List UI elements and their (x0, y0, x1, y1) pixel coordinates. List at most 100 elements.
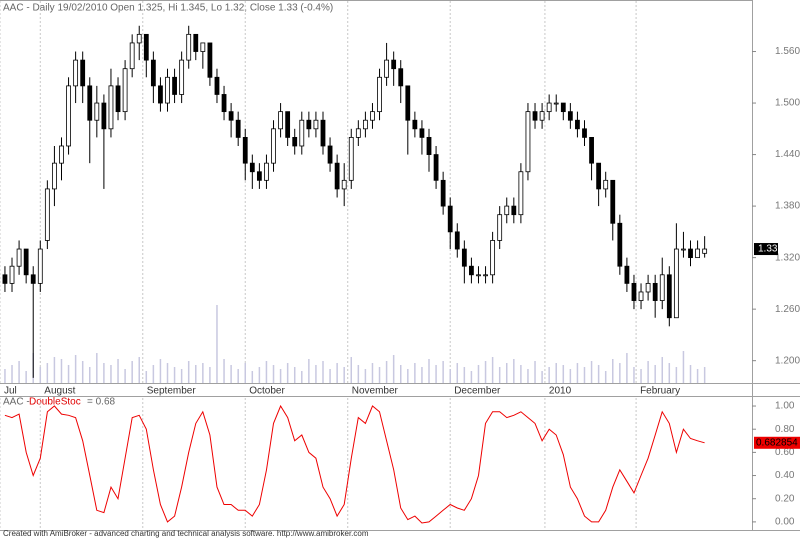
x-tick-label: 2010 (549, 386, 572, 397)
candle-body (313, 119, 319, 130)
candle-body (9, 265, 15, 284)
y-tick-label: 1.260 (775, 304, 800, 315)
y-tick-label: 1.200 (775, 355, 800, 366)
candle-body (546, 102, 552, 113)
candle-body (384, 59, 390, 78)
x-tick-label: August (44, 386, 75, 397)
candle-body (596, 162, 602, 190)
candle-body (299, 119, 305, 147)
candle-body (532, 111, 538, 121)
y-tick-label: 0.20 (775, 493, 795, 504)
candle-body (37, 248, 43, 284)
candle-body (320, 119, 326, 147)
candle-body (256, 171, 262, 181)
candle-body (617, 222, 623, 267)
candle-body (193, 33, 199, 52)
candle-body (136, 33, 142, 44)
candle-body (624, 265, 630, 284)
footer: Created with AmiBroker - advanced charti… (3, 529, 369, 538)
x-tick-label: Jul (4, 386, 17, 397)
y-tick-label: 1.00 (775, 401, 795, 412)
y-tick-label: 1.500 (775, 98, 800, 109)
candle-body (101, 102, 107, 130)
candle-body (235, 119, 241, 138)
candle-body (23, 248, 29, 276)
candle-body (165, 76, 170, 104)
candle-body (362, 119, 368, 130)
candle-body (66, 85, 71, 147)
indicator-value: = 0.68 (87, 397, 116, 408)
candle-body (560, 102, 566, 113)
candle-body (419, 128, 425, 138)
candle-body (2, 274, 8, 284)
candle-body (59, 145, 64, 164)
candle-body (631, 282, 637, 301)
candle-body (108, 85, 114, 130)
y-tick-label: 0.60 (775, 447, 795, 458)
candle-body (610, 179, 616, 224)
candle-body (659, 274, 665, 301)
y-tick-label: 0.80 (775, 424, 795, 435)
candle-body (271, 128, 276, 164)
candle-body (16, 248, 22, 267)
candle-body (645, 282, 651, 293)
candle-body (603, 179, 609, 190)
candle-body (73, 59, 79, 87)
last-value-box (754, 436, 800, 449)
candle-body (567, 111, 573, 121)
candle-body (461, 248, 467, 267)
candle-body (377, 76, 382, 113)
candle-body (94, 102, 100, 121)
candle-body (306, 119, 312, 130)
candle-body (553, 102, 559, 105)
candle-body (228, 111, 234, 121)
candle-body (207, 42, 213, 78)
candle-body (673, 248, 679, 319)
header: AAC - Daily 19/02/2010 Open 1.325, Hi 1.… (3, 3, 333, 14)
candle-body (87, 85, 93, 121)
indicator-line (4, 404, 705, 524)
candle-body (433, 154, 439, 181)
candle-body (412, 119, 418, 130)
x-tick-label: December (454, 386, 501, 397)
candle-body (440, 179, 446, 207)
candle-body (652, 282, 658, 301)
candle-body (370, 111, 375, 121)
candle-body (172, 76, 177, 95)
candle-body (150, 59, 156, 87)
candle-body (186, 33, 192, 61)
candle-body (398, 68, 404, 87)
x-tick-label: February (640, 386, 680, 397)
indicator-name: DoubleStoc (29, 397, 81, 408)
candle-body (688, 248, 693, 259)
candle-body (242, 136, 248, 164)
candle-body (504, 205, 510, 216)
candle-body (497, 214, 503, 241)
candle-body (334, 162, 340, 190)
x-tick-label: November (352, 386, 399, 397)
x-tick-label: October (249, 386, 285, 397)
candle-body (589, 136, 594, 164)
candle-body (278, 111, 283, 130)
candle-body (426, 136, 432, 155)
candle-body (638, 291, 644, 301)
candle-body (525, 111, 531, 173)
candle-body (511, 205, 517, 216)
candle-body (292, 136, 298, 147)
candle-body (454, 231, 460, 250)
y-tick-label: 1.380 (775, 201, 800, 212)
candle-body (249, 162, 255, 173)
y-tick-label: 1.560 (775, 46, 800, 57)
y-tick-label: 0.00 (775, 517, 795, 528)
candle-body (179, 59, 185, 95)
candle-body (143, 33, 149, 61)
candle-body (80, 59, 86, 87)
candle-body (476, 274, 481, 277)
candle-body (285, 111, 291, 138)
candle-body (447, 205, 453, 233)
candle-body (702, 248, 708, 254)
candle-body (221, 94, 227, 113)
candle-body (539, 111, 545, 121)
candle-body (695, 248, 700, 259)
candle-body (575, 119, 580, 130)
